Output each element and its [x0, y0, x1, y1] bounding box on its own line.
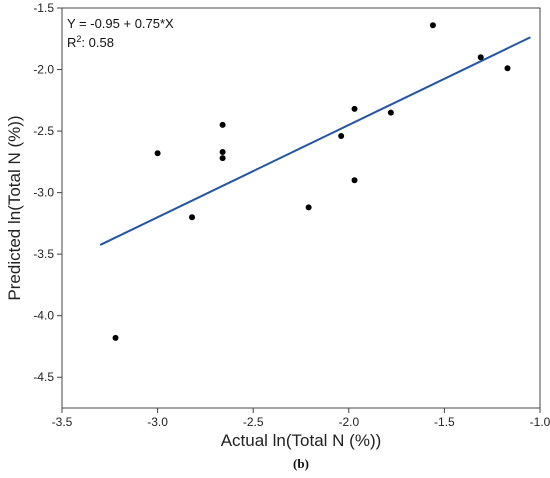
equation-annotation: Y = -0.95 + 0.75*X — [67, 16, 174, 31]
r-squared-prefix: R — [67, 35, 76, 50]
x-axis-label: Actual ln(Total N (%)) — [221, 431, 382, 450]
data-point — [219, 121, 226, 128]
data-point — [504, 65, 511, 72]
data-point — [219, 155, 226, 162]
y-axis-label: Predicted ln(Total N (%)) — [5, 115, 24, 300]
data-point — [429, 22, 436, 29]
regression-line — [99, 36, 531, 246]
plot-frame — [61, 7, 541, 409]
data-point — [387, 109, 394, 116]
data-point — [154, 150, 161, 157]
data-point — [305, 204, 312, 211]
data-points — [112, 22, 511, 341]
y-tick-label: -3.0 — [33, 186, 54, 200]
y-tick-label: -4.0 — [33, 309, 54, 323]
r-squared-value: : 0.58 — [81, 35, 114, 50]
data-point — [219, 149, 226, 155]
y-tick-label: -2.0 — [33, 63, 54, 77]
y-tick-label: -4.5 — [33, 370, 54, 384]
data-point — [477, 54, 484, 61]
x-tick-label: -2.0 — [338, 415, 359, 429]
x-tick-label: -2.5 — [243, 415, 264, 429]
data-point — [189, 214, 196, 221]
data-point — [112, 334, 119, 341]
data-point — [351, 177, 358, 184]
r-squared-annotation: R2: 0.58 — [67, 34, 114, 50]
data-point — [351, 105, 358, 112]
x-tick-label: -1.0 — [530, 415, 550, 429]
axis-ticks: -3.5 -3.0 -2.5 -2.0 -1.5 -1.0 -1.5 -2.0 -2.5 -3.0… — [33, 1, 550, 429]
y-tick-label: -3.5 — [33, 247, 54, 261]
x-tick-label: -3.5 — [52, 415, 73, 429]
r-squared-superscript: 2 — [76, 34, 81, 44]
x-tick-label: -3.0 — [147, 415, 168, 429]
figure-caption: (b) — [293, 456, 309, 471]
data-point — [338, 133, 345, 139]
x-tick-label: -1.5 — [434, 415, 455, 429]
y-tick-label: -2.5 — [33, 124, 54, 138]
y-tick-label: -1.5 — [33, 1, 54, 15]
